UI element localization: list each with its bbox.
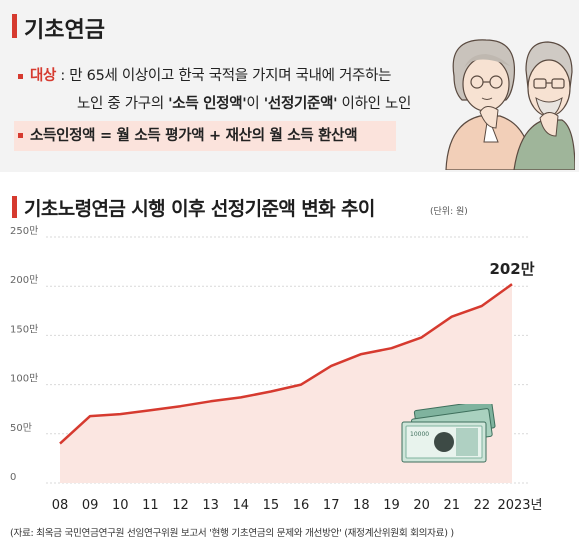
x-tick-label: 13 [202, 498, 219, 513]
x-axis-labels: 08 09 10 11 12 13 14 15 16 17 18 19 20 21 22 2023년 [52, 498, 543, 513]
chart-title-accent-bar [12, 196, 17, 218]
target-text: : 만 65세 이상이고 한국 국적을 가지며 국내에 거주하는 [56, 68, 392, 84]
area-fill [60, 284, 512, 483]
target-line-1: 대상 : 만 65세 이상이고 한국 국적을 가지며 국내에 거주하는 [30, 64, 391, 85]
page-title: 기초연금 [24, 18, 105, 43]
x-tick-label: 14 [233, 498, 250, 513]
target-line-2-pre: 노인 중 가구의 [77, 96, 169, 112]
x-tick-label: 12 [172, 498, 189, 513]
bullet-icon [18, 133, 23, 138]
y-tick-label: 250만 [10, 225, 38, 237]
target-line-2-mid: 이 [246, 96, 264, 112]
chart-title: 기초노령연금 시행 이후 선정기준액 변화 추이 [24, 198, 375, 220]
y-tick-label: 200만 [10, 274, 38, 286]
x-tick-label: 16 [293, 498, 310, 513]
svg-text:10000: 10000 [410, 431, 429, 438]
elderly-couple-illustration [445, 39, 575, 170]
series-line [59, 283, 513, 445]
y-axis-labels: 0 50만 100만 150만 200만 250만 [10, 225, 38, 483]
x-tick-label: 20 [413, 498, 430, 513]
source-note: (자료: 최옥금 국민연금연구원 선임연구위원 보고서 '현행 기초연금의 문제… [10, 528, 454, 539]
unit-note: (단위: 원) [430, 207, 468, 217]
target-line-2-post: 이하인 노인 [337, 96, 412, 112]
x-tick-label: 19 [383, 498, 400, 513]
target-label: 대상 [30, 68, 57, 84]
final-value-annotation: 202만 [489, 260, 534, 278]
line-area-chart: 08 09 10 11 12 13 14 15 16 17 18 19 20 21 22 2023년 0 50만… [10, 225, 543, 513]
x-tick-label: 17 [323, 498, 340, 513]
formula-text: 소득인정액 = 월 소득 평가액 + 재산의 월 소득 환산액 [30, 128, 358, 144]
bullet-icon [18, 74, 23, 79]
y-tick-label: 100만 [10, 373, 38, 385]
x-tick-label: 08 [52, 498, 69, 513]
x-tick-label: 10 [112, 498, 129, 513]
x-tick-label: 11 [142, 498, 159, 513]
y-tick-label: 0 [10, 472, 16, 483]
x-tick-label: 22 [474, 498, 491, 513]
x-tick-label: 18 [353, 498, 370, 513]
title-accent-bar [12, 14, 17, 38]
x-tick-label: 15 [263, 498, 280, 513]
y-tick-label: 50만 [10, 422, 32, 434]
x-tick-label: 09 [82, 498, 99, 513]
term-criteria: '선정기준액' [263, 96, 338, 112]
banknote-stack-illustration: 10000 [401, 404, 496, 463]
target-line-2: 노인 중 가구의 '소득 인정액'이 '선정기준액' 이하인 노인 [77, 92, 411, 113]
x-tick-label: 2023년 [497, 498, 542, 513]
data-points [59, 284, 513, 444]
formula-highlight [14, 121, 396, 151]
x-tick-label: 21 [443, 498, 460, 513]
term-income: '소득 인정액' [168, 96, 247, 112]
y-tick-label: 150만 [10, 323, 38, 335]
